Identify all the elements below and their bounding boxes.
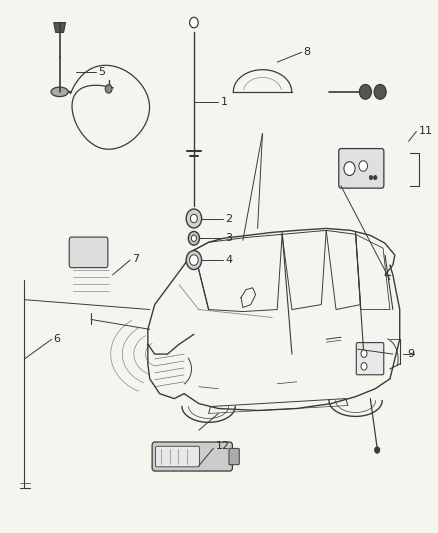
Circle shape [361, 362, 367, 370]
Circle shape [190, 17, 198, 28]
Text: 1: 1 [220, 96, 227, 107]
Circle shape [191, 214, 198, 223]
Circle shape [374, 84, 386, 99]
Circle shape [186, 251, 201, 270]
Circle shape [369, 175, 373, 180]
Text: 4: 4 [225, 255, 233, 265]
Circle shape [374, 447, 380, 453]
Circle shape [344, 161, 355, 175]
Text: 6: 6 [54, 334, 61, 344]
Text: 8: 8 [304, 47, 311, 57]
Circle shape [360, 84, 371, 99]
Text: 3: 3 [225, 233, 232, 243]
Text: 12: 12 [215, 441, 230, 451]
Circle shape [188, 231, 199, 245]
Circle shape [374, 175, 377, 180]
FancyBboxPatch shape [229, 448, 239, 465]
Ellipse shape [51, 87, 68, 96]
FancyBboxPatch shape [356, 343, 384, 375]
FancyBboxPatch shape [339, 149, 384, 188]
Circle shape [190, 255, 198, 265]
Circle shape [105, 85, 112, 93]
Polygon shape [54, 22, 66, 33]
FancyBboxPatch shape [69, 237, 108, 268]
Circle shape [359, 161, 367, 171]
Text: 5: 5 [98, 67, 105, 77]
Text: 7: 7 [132, 254, 139, 264]
Circle shape [361, 350, 367, 357]
Text: 11: 11 [418, 126, 432, 136]
FancyBboxPatch shape [155, 446, 199, 467]
Circle shape [191, 235, 197, 241]
Circle shape [186, 209, 201, 228]
Text: 9: 9 [408, 349, 415, 359]
FancyBboxPatch shape [152, 442, 233, 471]
Text: 2: 2 [225, 214, 233, 223]
